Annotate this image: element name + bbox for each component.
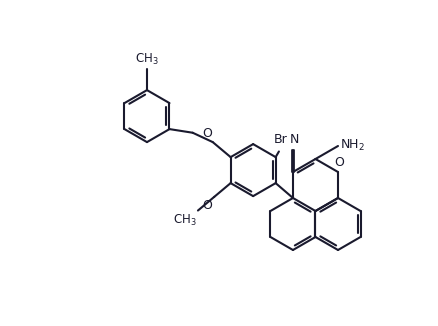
Text: N: N <box>289 133 298 146</box>
Text: CH$_3$: CH$_3$ <box>135 52 159 67</box>
Text: O: O <box>333 156 343 169</box>
Text: NH$_2$: NH$_2$ <box>339 138 364 153</box>
Text: CH$_3$: CH$_3$ <box>173 213 197 228</box>
Text: Br: Br <box>273 133 286 146</box>
Text: O: O <box>201 127 211 140</box>
Text: O: O <box>202 199 212 212</box>
